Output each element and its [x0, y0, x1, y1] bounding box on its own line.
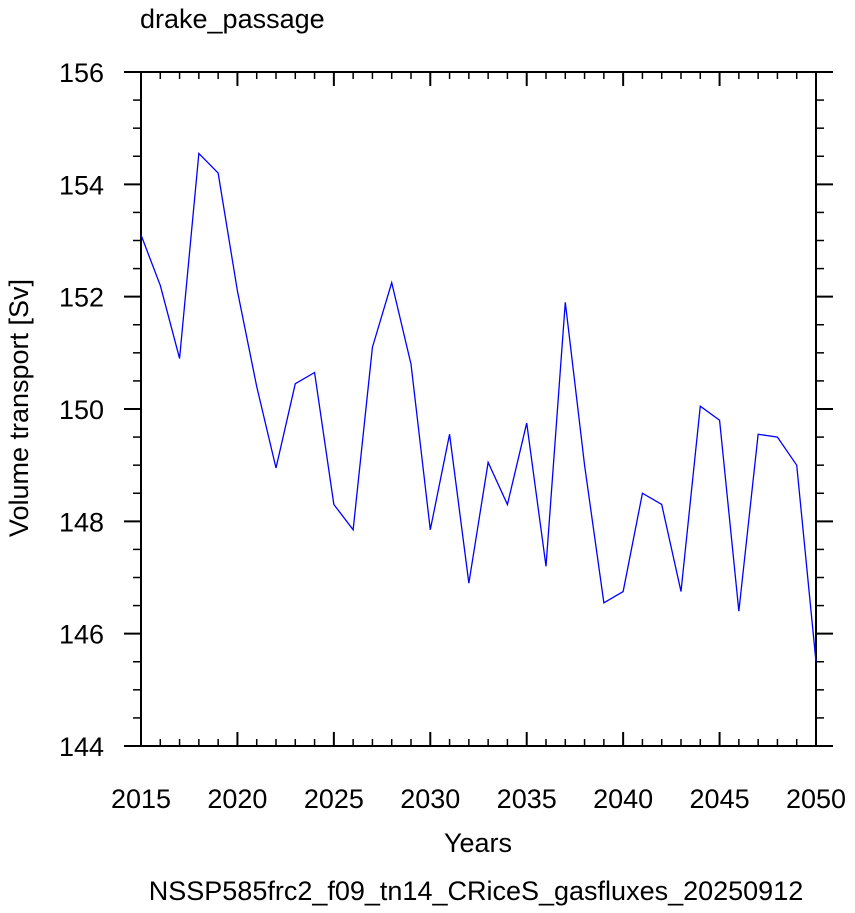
x-tick-label: 2050: [786, 784, 846, 814]
y-tick-label: 144: [59, 732, 104, 762]
series-line: [140, 151, 817, 662]
x-axis-label: Years: [444, 828, 512, 858]
y-tick-label: 150: [59, 395, 104, 425]
x-tick-label: 2030: [400, 784, 460, 814]
plot-axes: 2015 2020 2025 2030 2035 2040 2045 2050 144 146 14…: [59, 58, 846, 814]
plot-frame: [140, 71, 817, 747]
footer-caption: NSSP585frc2_f09_tn14_CRiceS_gasfluxes_20…: [149, 876, 803, 906]
x-tick-label: 2035: [497, 784, 557, 814]
y-tick-label: 148: [59, 507, 104, 537]
chart-title: drake_passage: [140, 4, 325, 34]
x-tick-label: 2045: [690, 784, 750, 814]
x-tick-label: 2025: [304, 784, 364, 814]
x-tick-label: 2020: [207, 784, 267, 814]
y-tick-label: 154: [59, 170, 104, 200]
x-tick-label: 2040: [593, 784, 653, 814]
y-tick-label: 152: [59, 283, 104, 313]
y-tick-label: 156: [59, 58, 104, 88]
x-tick-label: 2015: [111, 784, 171, 814]
y-axis-label: Volume transport [Sv]: [4, 279, 34, 537]
series-layer: [140, 151, 817, 662]
y-tick-label: 146: [59, 620, 104, 650]
